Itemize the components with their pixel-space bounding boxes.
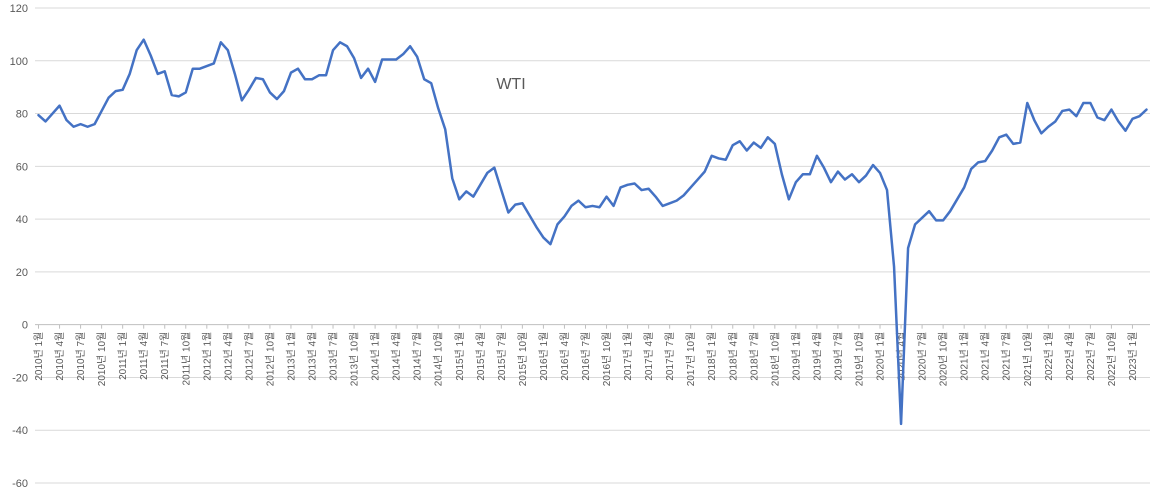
series-layer <box>37 38 1148 426</box>
x-tick-label: 2018년 4월 <box>727 332 739 381</box>
x-tick-label: 2012년 7월 <box>243 332 255 381</box>
x-tick-label: 2021년 1월 <box>959 332 971 381</box>
x-tick-label: 2020년 10월 <box>938 332 950 387</box>
x-tick-label: 2022년 10월 <box>1106 332 1118 387</box>
y-tick-label: -40 <box>12 425 28 437</box>
x-tick-label: 2013년 10월 <box>349 332 361 387</box>
x-tick-label: 2018년 7월 <box>748 332 760 381</box>
x-tick-label: 2022년 1월 <box>1043 332 1055 381</box>
y-tick-label: 60 <box>16 161 28 173</box>
y-tick-label: -60 <box>12 478 28 490</box>
x-tick-label: 2010년 10월 <box>96 332 108 387</box>
x-tick-label: 2016년 4월 <box>559 332 571 381</box>
x-tick-label: 2016년 7월 <box>580 332 592 381</box>
x-tick-label: 2016년 10월 <box>601 332 613 387</box>
x-tick-label: 2020년 1월 <box>875 332 887 381</box>
x-tick-label: 2023년 1월 <box>1127 332 1139 381</box>
x-tick-label: 2013년 4월 <box>306 332 318 381</box>
x-tick-label: 2017년 4월 <box>643 332 655 381</box>
x-tick-label: 2021년 4월 <box>980 332 992 381</box>
x-tick-label: 2012년 10월 <box>264 332 276 387</box>
x-tick-label: 2012년 4월 <box>222 332 234 381</box>
x-tick-label: 2015년 10월 <box>517 332 529 387</box>
x-tick-label: 2021년 7월 <box>1001 332 1013 381</box>
y-tick-label: 120 <box>10 3 28 15</box>
x-tick-label: 2013년 7월 <box>328 332 340 381</box>
x-tick-label: 2019년 4월 <box>811 332 823 381</box>
x-tick-label: 2017년 10월 <box>685 332 697 387</box>
chart-title: WTI <box>496 76 525 93</box>
x-tick-label: 2014년 1월 <box>370 332 382 381</box>
x-tick-label: 2022년 7월 <box>1085 332 1097 381</box>
x-tick-label: 2017년 1월 <box>622 332 634 381</box>
x-tick-label: 2015년 1월 <box>454 332 466 381</box>
y-tick-label: 0 <box>22 320 28 332</box>
x-tick-label: 2019년 10월 <box>853 332 865 387</box>
x-tick-label: 2011년 4월 <box>138 332 150 380</box>
x-tick-label: 2015년 4월 <box>475 332 487 381</box>
y-tick-label: 40 <box>16 214 28 226</box>
y-tick-label: 20 <box>16 267 28 279</box>
x-tick-label: 2014년 10월 <box>433 332 445 387</box>
y-axis: -60 -40 -20 0 20 40 60 80 100 120 <box>10 3 28 490</box>
x-tick-label: 2019년 7월 <box>832 332 844 381</box>
x-tick-label: 2018년 1월 <box>706 332 718 381</box>
x-tick-label: 2010년 4월 <box>54 332 66 381</box>
series-line-wti <box>37 38 1148 426</box>
y-tick-label: 100 <box>10 56 28 68</box>
x-tick-label: 2014년 4월 <box>391 332 403 381</box>
x-tick-label: 2010년 1월 <box>33 332 45 381</box>
x-tick-label: 2017년 7월 <box>664 332 676 381</box>
y-tick-label: -20 <box>12 372 28 384</box>
x-tick-label: 2010년 7월 <box>75 332 87 381</box>
x-tick-label: 2015년 7월 <box>496 332 508 381</box>
y-tick-label: 80 <box>16 109 28 121</box>
x-tick-label: 2011년 1월 <box>117 332 129 380</box>
x-tick-label: 2021년 10월 <box>1022 332 1034 387</box>
gridlines <box>35 7 1150 484</box>
x-axis: 2010년 1월 2010년 4월 2010년 7월 2010년 10월 2011년 1… <box>33 324 1139 387</box>
x-tick-label: 2019년 1월 <box>790 332 802 381</box>
x-tick-label: 2016년 1월 <box>538 332 550 381</box>
x-tick-label: 2018년 10월 <box>769 332 781 387</box>
x-tick-label: 2011년 7월 <box>159 332 171 380</box>
x-tick-label: 2011년 10월 <box>180 332 192 386</box>
x-tick-label: 2014년 7월 <box>412 332 424 381</box>
x-tick-label: 2013년 1월 <box>285 332 297 381</box>
x-tick-label: 2012년 1월 <box>201 332 213 381</box>
x-tick-label: 2020년 7월 <box>917 332 929 381</box>
x-tick-label: 2022년 4월 <box>1064 332 1076 381</box>
